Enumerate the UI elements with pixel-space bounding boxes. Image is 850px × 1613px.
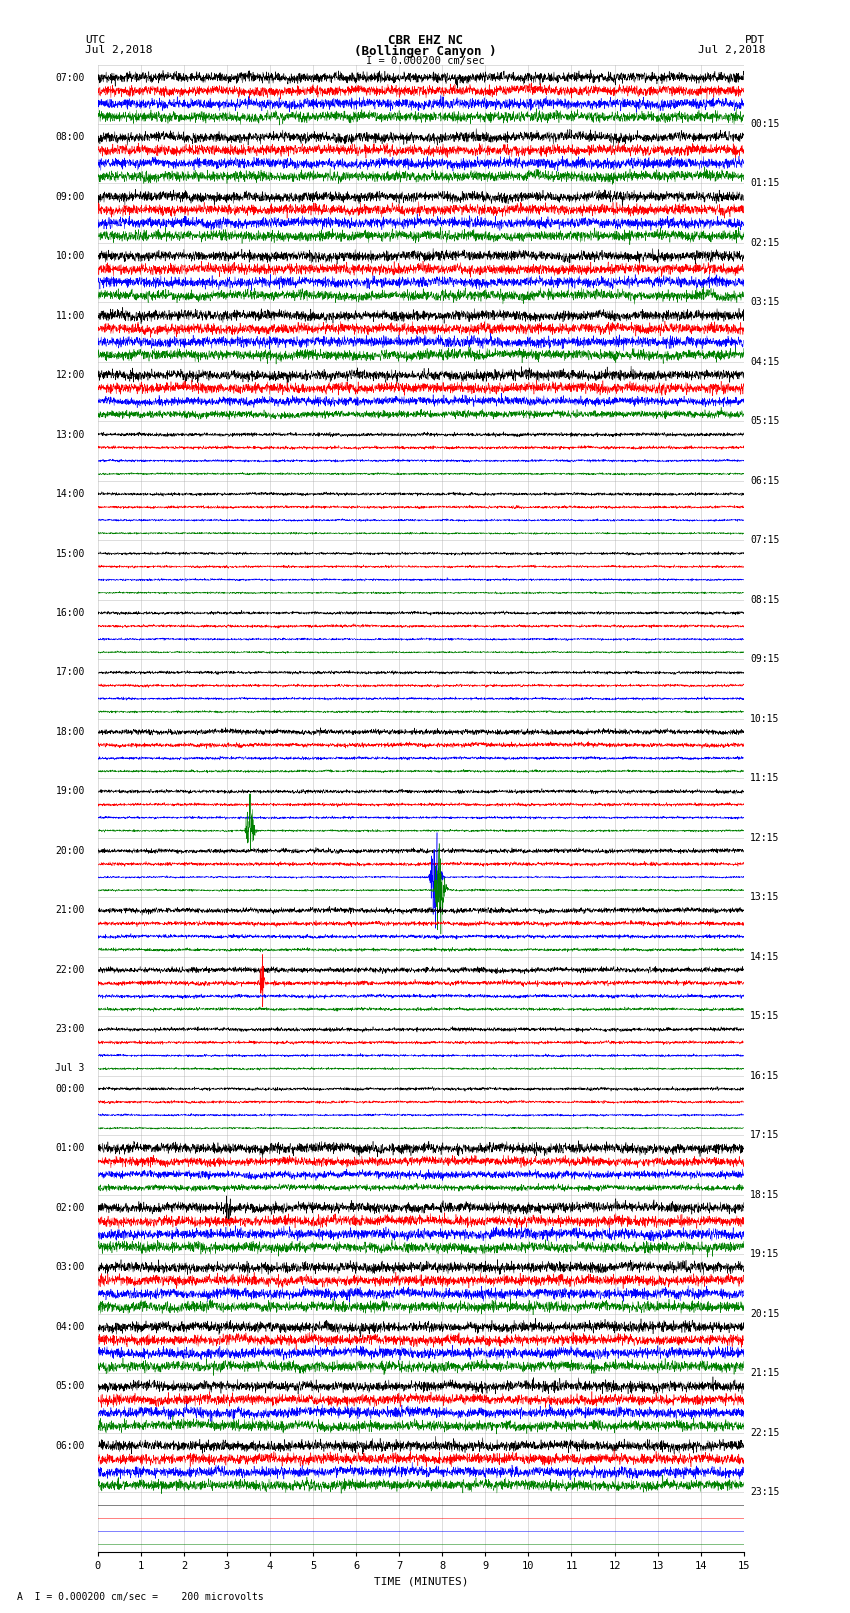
X-axis label: TIME (MINUTES): TIME (MINUTES) xyxy=(373,1576,468,1586)
Text: 02:00: 02:00 xyxy=(55,1203,85,1213)
Text: 00:15: 00:15 xyxy=(751,119,779,129)
Text: PDT: PDT xyxy=(745,35,765,45)
Text: 04:15: 04:15 xyxy=(751,356,779,366)
Text: 22:15: 22:15 xyxy=(751,1428,779,1437)
Text: 16:00: 16:00 xyxy=(55,608,85,618)
Text: 05:00: 05:00 xyxy=(55,1381,85,1392)
Text: 17:15: 17:15 xyxy=(751,1131,779,1140)
Text: 20:00: 20:00 xyxy=(55,845,85,857)
Text: 06:15: 06:15 xyxy=(751,476,779,486)
Text: 09:15: 09:15 xyxy=(751,655,779,665)
Text: 01:15: 01:15 xyxy=(751,179,779,189)
Text: 18:15: 18:15 xyxy=(751,1190,779,1200)
Text: 21:15: 21:15 xyxy=(751,1368,779,1378)
Text: 16:15: 16:15 xyxy=(751,1071,779,1081)
Text: 12:00: 12:00 xyxy=(55,369,85,381)
Text: 11:00: 11:00 xyxy=(55,311,85,321)
Text: Jul 2,2018: Jul 2,2018 xyxy=(698,45,765,55)
Text: 10:00: 10:00 xyxy=(55,252,85,261)
Text: 17:00: 17:00 xyxy=(55,668,85,677)
Text: 23:00: 23:00 xyxy=(55,1024,85,1034)
Text: 01:00: 01:00 xyxy=(55,1144,85,1153)
Text: 13:15: 13:15 xyxy=(751,892,779,902)
Text: 21:00: 21:00 xyxy=(55,905,85,916)
Text: 07:00: 07:00 xyxy=(55,73,85,82)
Text: 03:00: 03:00 xyxy=(55,1263,85,1273)
Text: 13:00: 13:00 xyxy=(55,429,85,439)
Text: 19:00: 19:00 xyxy=(55,787,85,797)
Text: 14:15: 14:15 xyxy=(751,952,779,961)
Text: 04:00: 04:00 xyxy=(55,1321,85,1332)
Text: 08:15: 08:15 xyxy=(751,595,779,605)
Text: 06:00: 06:00 xyxy=(55,1440,85,1450)
Text: 07:15: 07:15 xyxy=(751,536,779,545)
Text: 11:15: 11:15 xyxy=(751,773,779,784)
Text: 14:00: 14:00 xyxy=(55,489,85,498)
Text: 08:00: 08:00 xyxy=(55,132,85,142)
Text: 02:15: 02:15 xyxy=(751,239,779,248)
Text: 15:15: 15:15 xyxy=(751,1011,779,1021)
Text: 15:00: 15:00 xyxy=(55,548,85,558)
Text: A  I = 0.000200 cm/sec =    200 microvolts: A I = 0.000200 cm/sec = 200 microvolts xyxy=(17,1592,264,1602)
Text: 03:15: 03:15 xyxy=(751,297,779,308)
Text: 09:00: 09:00 xyxy=(55,192,85,202)
Text: CBR EHZ NC: CBR EHZ NC xyxy=(388,34,462,47)
Text: 10:15: 10:15 xyxy=(751,715,779,724)
Text: I = 0.000200 cm/sec: I = 0.000200 cm/sec xyxy=(366,56,484,66)
Text: 20:15: 20:15 xyxy=(751,1308,779,1319)
Text: 18:00: 18:00 xyxy=(55,727,85,737)
Text: 23:15: 23:15 xyxy=(751,1487,779,1497)
Text: Jul 2,2018: Jul 2,2018 xyxy=(85,45,152,55)
Text: 00:00: 00:00 xyxy=(55,1084,85,1094)
Text: 12:15: 12:15 xyxy=(751,832,779,844)
Text: UTC: UTC xyxy=(85,35,105,45)
Text: 19:15: 19:15 xyxy=(751,1250,779,1260)
Text: Jul 3: Jul 3 xyxy=(55,1063,85,1073)
Text: (Bollinger Canyon ): (Bollinger Canyon ) xyxy=(354,45,496,58)
Text: 05:15: 05:15 xyxy=(751,416,779,426)
Text: 22:00: 22:00 xyxy=(55,965,85,974)
